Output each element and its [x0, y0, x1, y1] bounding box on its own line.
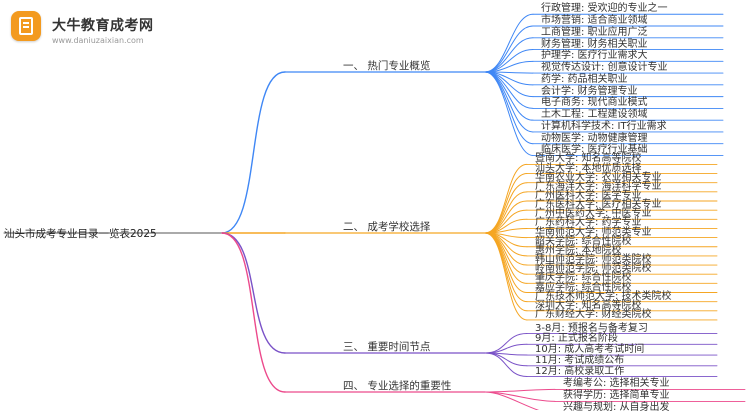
leaf-connector [484, 232, 528, 321]
leaf-item[interactable]: 暨南大学: 知名高等院校 [535, 153, 642, 165]
branch-connector [221, 232, 286, 354]
watermark-url: www.daniuzaixian.com [52, 36, 144, 45]
leaf-item[interactable]: 华南师范大学: 师范类专业 [535, 226, 652, 238]
leaf-connector [484, 388, 556, 393]
leaf-item[interactable]: 广州医科大学: 医学专业 [535, 190, 642, 201]
leaf-item[interactable]: 3-8月: 预报名与备考复习 [535, 322, 648, 334]
central-topic[interactable]: 汕头市成考专业目录一览表2025 [4, 228, 157, 240]
leaf-item[interactable]: 岭南师范学院: 师范类院校 [535, 263, 652, 275]
branch-label[interactable]: 四、 专业选择的重要性 [343, 380, 452, 392]
leaf-item[interactable]: 兴趣与规划: 从自身出发 [563, 402, 670, 414]
leaf-item[interactable]: 韶关学院: 综合性院校 [535, 235, 632, 247]
leaf-item[interactable]: 韩山师范学院: 师范类院校 [535, 254, 652, 266]
leaf-connector [484, 343, 528, 354]
leaf-item[interactable]: 市场营销: 适合商业领域 [541, 15, 648, 26]
leaf-item[interactable]: 深圳大学: 知名高等院校 [535, 299, 642, 311]
leaf-item[interactable]: 华南农业大学: 农业相关专业 [535, 171, 662, 183]
leaf-connector [484, 163, 528, 234]
leaf-connector [484, 333, 528, 354]
book-icon [11, 11, 41, 41]
leaf-item[interactable]: 广州中医药大学: 中医专业 [535, 208, 652, 220]
branch-connector [221, 71, 286, 234]
branch-label[interactable]: 一、 热门专业概览 [343, 60, 431, 72]
leaf-item[interactable]: 9月: 正式报名阶段 [535, 333, 618, 345]
leaf-item[interactable]: 汕头大学: 本地优质选择 [535, 162, 642, 174]
leaf-item[interactable]: 电子商务: 现代商业模式 [541, 97, 648, 109]
branch-connector [221, 232, 286, 393]
leaf-connector [484, 173, 528, 234]
leaf-item[interactable]: 惠州学院: 本地院校 [535, 244, 622, 256]
leaf-connector [484, 232, 528, 303]
leaf-item[interactable]: 护理学: 医疗行业需求大 [541, 50, 648, 62]
leaf-item[interactable]: 动物医学: 动物健康管理 [541, 132, 648, 144]
leaf-connector [484, 71, 534, 145]
leaf-connector [484, 391, 540, 410]
leaf-item[interactable]: 10月: 成人高考考试时间 [535, 344, 645, 356]
leaf-item[interactable]: 会计学: 财务管理专业 [541, 85, 638, 97]
leaf-item[interactable]: 临床医学: 医疗行业基础 [541, 144, 648, 156]
leaf-item[interactable]: 视觉传达设计: 创意设计专业 [541, 62, 668, 74]
leaf-connector [484, 209, 528, 234]
leaf-item[interactable]: 工商管理: 职业应用广泛 [541, 26, 648, 38]
leaf-item[interactable]: 广东技术师范大学: 技术类院校 [535, 290, 672, 302]
leaf-item[interactable]: 12月: 高校录取工作 [535, 365, 625, 377]
leaf-item[interactable]: 广东海洋大学: 海洋科学专业 [535, 180, 662, 192]
leaf-item[interactable]: 11月: 考试成绩公布 [535, 354, 625, 366]
leaf-connector [484, 13, 534, 73]
leaf-item[interactable]: 财务管理: 财务相关职业 [541, 38, 648, 50]
leaf-item[interactable]: 土木工程: 工程建设领域 [541, 109, 648, 121]
watermark-logo: 大牛教育成考网 www.daniuzaixian.com [8, 11, 158, 51]
watermark-title: 大牛教育成考网 [52, 18, 154, 34]
leaf-item[interactable]: 肇庆学院: 综合性院校 [535, 272, 632, 284]
leaf-connector [484, 25, 534, 73]
leaf-item[interactable]: 行政管理: 受欢迎的专业之一 [541, 3, 668, 15]
leaf-item[interactable]: 嘉应学院: 综合性院校 [535, 281, 632, 293]
leaf-item[interactable]: 获得学历: 选择简单专业 [563, 390, 670, 402]
leaf-connector [484, 71, 534, 156]
leaf-connector [484, 352, 528, 378]
leaf-item[interactable]: 广东医科大学: 医疗相关专业 [535, 199, 662, 211]
leaf-item[interactable]: 计算机科学技术: IT行业需求 [541, 120, 667, 132]
leaf-item[interactable]: 考编考公: 选择相关专业 [563, 378, 670, 390]
branch-label[interactable]: 二、 成考学校选择 [343, 221, 431, 233]
leaf-item[interactable]: 广东药科大学: 药学专业 [535, 217, 642, 229]
leaf-connector [484, 182, 528, 234]
branch-label[interactable]: 三、 重要时间节点 [343, 341, 431, 353]
leaf-connector [484, 232, 528, 294]
leaf-connector [484, 71, 534, 133]
leaf-item[interactable]: 广东财经大学: 财经类院校 [535, 308, 652, 320]
leaf-item[interactable]: 药学: 药品相关职业 [541, 73, 628, 85]
leaf-connector [484, 49, 534, 73]
